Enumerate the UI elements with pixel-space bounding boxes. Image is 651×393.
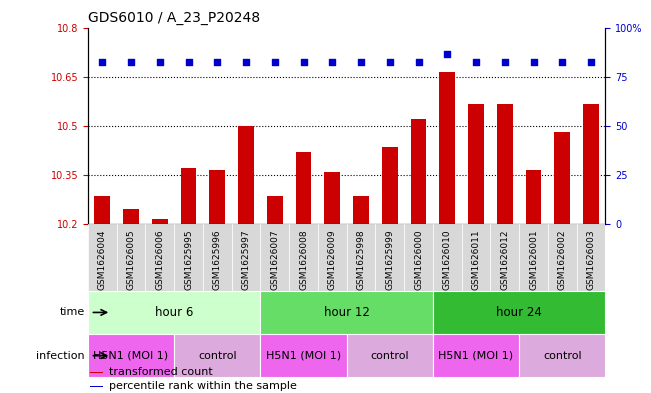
Text: GDS6010 / A_23_P20248: GDS6010 / A_23_P20248 (88, 11, 260, 25)
Bar (90, 386, 103, 387)
Text: control: control (198, 351, 236, 361)
Bar (232, 224, 260, 291)
Point (385, 59, 395, 65)
Bar (324, 172, 340, 224)
Point (241, 59, 251, 65)
Bar (203, 224, 232, 291)
Bar (433, 224, 462, 291)
Bar (548, 224, 577, 291)
Bar (404, 224, 433, 291)
Point (298, 59, 309, 65)
Text: GSM1625997: GSM1625997 (242, 230, 251, 290)
Text: hour 12: hour 12 (324, 306, 370, 319)
Text: GSM1626004: GSM1626004 (98, 230, 107, 290)
Text: GSM1626009: GSM1626009 (328, 230, 337, 290)
Point (126, 59, 136, 65)
Bar (490, 224, 519, 291)
Text: GSM1625996: GSM1625996 (213, 230, 222, 290)
Text: GSM1626001: GSM1626001 (529, 230, 538, 290)
Bar (346, 334, 433, 377)
Bar (346, 224, 376, 291)
Text: GSM1625998: GSM1625998 (357, 230, 365, 290)
Bar (318, 224, 346, 291)
Point (557, 59, 568, 65)
Bar (353, 196, 369, 224)
Bar (468, 105, 484, 224)
Point (499, 59, 510, 65)
Bar (238, 126, 254, 224)
Bar (519, 224, 548, 291)
Text: GSM1626010: GSM1626010 (443, 230, 452, 290)
Text: GSM1626006: GSM1626006 (156, 230, 164, 290)
Bar (577, 224, 605, 291)
Bar (267, 196, 283, 224)
Text: hour 6: hour 6 (155, 306, 193, 319)
Bar (90, 372, 103, 373)
Bar (123, 209, 139, 224)
Bar (117, 224, 145, 291)
Text: transformed count: transformed count (109, 367, 213, 377)
Text: infection: infection (36, 351, 85, 361)
Point (327, 59, 337, 65)
Bar (289, 224, 318, 291)
Bar (376, 224, 404, 291)
Bar (145, 224, 174, 291)
Text: GSM1626011: GSM1626011 (471, 230, 480, 290)
Text: percentile rank within the sample: percentile rank within the sample (109, 381, 297, 391)
Bar (583, 105, 599, 224)
Bar (180, 168, 197, 224)
Text: GSM1625995: GSM1625995 (184, 230, 193, 290)
Text: GSM1626005: GSM1626005 (126, 230, 135, 290)
Text: H5N1 (MOI 1): H5N1 (MOI 1) (94, 351, 169, 361)
Bar (174, 224, 203, 291)
Bar (382, 147, 398, 224)
Bar (260, 291, 433, 334)
Text: GSM1625999: GSM1625999 (385, 230, 395, 290)
Text: GSM1626008: GSM1626008 (299, 230, 308, 290)
Bar (433, 334, 519, 377)
Point (184, 59, 194, 65)
Bar (519, 334, 605, 377)
Bar (555, 132, 570, 224)
Text: H5N1 (MOI 1): H5N1 (MOI 1) (266, 351, 341, 361)
Point (442, 51, 452, 57)
Bar (152, 219, 168, 224)
Point (529, 59, 539, 65)
Point (413, 59, 424, 65)
Text: GSM1626007: GSM1626007 (270, 230, 279, 290)
Point (356, 59, 367, 65)
Point (586, 59, 596, 65)
Text: control: control (370, 351, 409, 361)
Bar (296, 152, 311, 224)
Point (97, 59, 107, 65)
Text: GSM1626012: GSM1626012 (501, 230, 509, 290)
Bar (260, 224, 289, 291)
Text: H5N1 (MOI 1): H5N1 (MOI 1) (439, 351, 514, 361)
Text: time: time (59, 307, 85, 318)
Bar (260, 334, 346, 377)
Bar (462, 224, 490, 291)
Bar (439, 72, 455, 224)
Bar (174, 334, 260, 377)
Text: control: control (543, 351, 581, 361)
Text: GSM1626000: GSM1626000 (414, 230, 423, 290)
Bar (525, 170, 542, 224)
Point (154, 59, 165, 65)
Point (270, 59, 280, 65)
Point (212, 59, 223, 65)
Bar (88, 291, 260, 334)
Bar (433, 291, 605, 334)
Bar (497, 105, 513, 224)
Bar (88, 334, 174, 377)
Text: hour 24: hour 24 (496, 306, 542, 319)
Bar (94, 196, 110, 224)
Text: GSM1626003: GSM1626003 (587, 230, 596, 290)
Bar (88, 224, 117, 291)
Point (471, 59, 481, 65)
Bar (210, 170, 225, 224)
Text: GSM1626002: GSM1626002 (558, 230, 567, 290)
Bar (411, 119, 426, 224)
